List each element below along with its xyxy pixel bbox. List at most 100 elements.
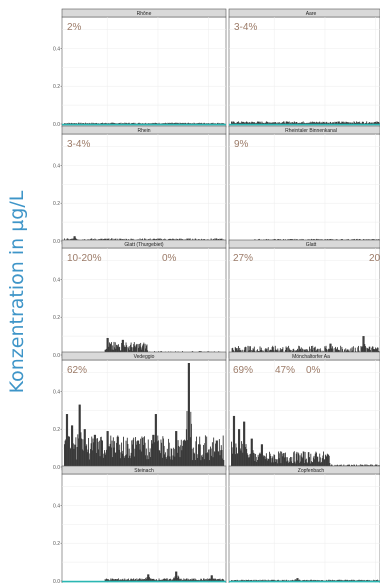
- bar: [186, 578, 188, 581]
- bar: [372, 122, 374, 124]
- bar: [359, 579, 361, 581]
- bar: [167, 122, 169, 124]
- bar: [272, 345, 274, 355]
- bar: [367, 579, 369, 581]
- bar: [118, 123, 120, 124]
- bar: [330, 579, 331, 581]
- bar: [90, 449, 91, 467]
- bar: [290, 456, 291, 467]
- bar: [284, 123, 286, 124]
- bar: [261, 121, 263, 124]
- bar: [204, 443, 206, 467]
- bar: [357, 580, 359, 581]
- bar: [143, 342, 145, 355]
- bar: [329, 580, 331, 581]
- bar: [144, 343, 146, 355]
- bar: [154, 414, 156, 467]
- bar: [237, 580, 239, 581]
- bar: [371, 346, 373, 355]
- bar: [164, 122, 166, 124]
- bar: [232, 347, 234, 355]
- bar: [287, 460, 289, 467]
- bar: [277, 451, 279, 467]
- bar: [346, 122, 348, 124]
- bar: [189, 437, 191, 467]
- bar: [89, 123, 91, 124]
- bar-series: [64, 122, 225, 125]
- bar: [314, 346, 316, 355]
- bar: [128, 457, 130, 467]
- bar: [67, 238, 69, 241]
- bar: [364, 345, 366, 355]
- y-tick-label: 0.2: [53, 427, 60, 433]
- bar: [140, 579, 142, 581]
- bar: [335, 346, 337, 355]
- bar: [377, 579, 378, 581]
- y-tick-label: 0.2: [53, 541, 60, 547]
- bar: [219, 455, 221, 467]
- bar: [177, 575, 179, 581]
- bar: [260, 444, 262, 467]
- bar: [109, 580, 111, 581]
- bar: [242, 579, 244, 581]
- bar: [146, 577, 148, 581]
- bar: [136, 578, 138, 581]
- bar: [76, 446, 78, 467]
- bar: [288, 121, 290, 124]
- bar: [107, 431, 109, 467]
- bar: [179, 457, 181, 467]
- bar: [156, 414, 157, 467]
- bar: [164, 578, 166, 581]
- bar: [300, 453, 302, 467]
- panel-4: Glatt (Thurgebiet) 0.0 0.2 0.4 10-20% 0%: [53, 239, 227, 359]
- bar: [321, 580, 323, 581]
- bar: [234, 580, 236, 581]
- bar: [241, 122, 243, 124]
- bar: [115, 579, 117, 581]
- bar: [141, 578, 143, 581]
- bar: [365, 122, 367, 124]
- bar: [231, 121, 233, 124]
- bar: [93, 123, 95, 124]
- bar: [135, 344, 137, 355]
- bar: [192, 578, 194, 581]
- bar: [236, 447, 237, 467]
- panel-0: Rhône 0.0 0.2 0.4 2%: [53, 8, 227, 128]
- bar: [217, 579, 218, 581]
- bar: [147, 439, 149, 467]
- bar: [302, 122, 304, 124]
- bar: [127, 579, 129, 581]
- bar: [274, 455, 276, 467]
- bar: [284, 457, 286, 467]
- bar: [216, 440, 218, 467]
- bar: [126, 579, 128, 581]
- bar: [69, 436, 70, 467]
- bar: [218, 439, 220, 467]
- bar: [97, 123, 99, 124]
- bar: [203, 578, 205, 581]
- bar: [298, 122, 300, 124]
- bar: [231, 121, 232, 124]
- bar: [245, 347, 247, 355]
- bar: [319, 453, 321, 467]
- bar: [74, 444, 76, 467]
- bar: [368, 122, 370, 124]
- bar: [110, 435, 112, 467]
- bar: [188, 363, 190, 467]
- panel-title: Mönchaltorfer Aa: [292, 354, 330, 360]
- bar: [305, 123, 307, 124]
- bar: [359, 580, 361, 581]
- bar: [205, 453, 207, 467]
- bar: [267, 460, 269, 467]
- bar: [344, 122, 345, 124]
- bar: [333, 122, 335, 124]
- bar: [109, 446, 110, 467]
- bar: [206, 436, 208, 467]
- bar: [363, 122, 364, 124]
- bar: [110, 342, 112, 355]
- bar: [274, 580, 276, 581]
- bar: [157, 440, 159, 467]
- bar: [140, 342, 142, 355]
- bar: [293, 121, 295, 124]
- bar: [191, 448, 193, 467]
